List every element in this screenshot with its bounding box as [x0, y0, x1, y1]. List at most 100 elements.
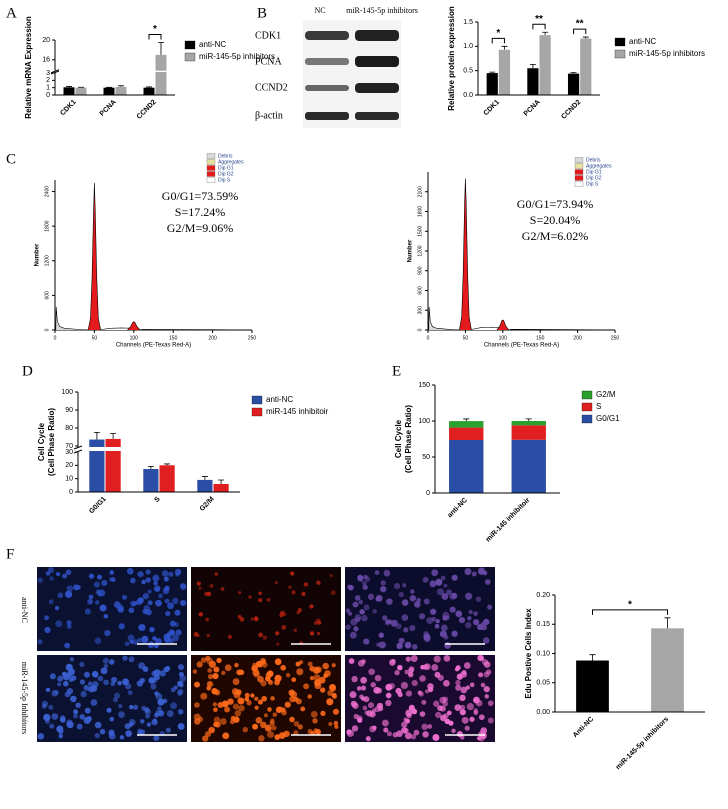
cell-nucleus — [397, 664, 403, 671]
cell-nucleus — [388, 682, 395, 689]
cell-nucleus — [79, 661, 85, 667]
cell-nucleus — [400, 681, 408, 690]
cell-nucleus — [109, 570, 115, 575]
cell-nucleus — [466, 703, 474, 711]
cell-nucleus — [48, 599, 54, 605]
cell-nucleus — [196, 581, 201, 586]
error-bar — [110, 433, 117, 439]
legend-swatch — [574, 181, 584, 187]
cell-nucleus — [439, 705, 446, 712]
cell-nucleus — [256, 660, 264, 668]
cell-nucleus — [83, 716, 91, 724]
legend-label: G0/G1 — [596, 414, 620, 423]
cell-nucleus — [351, 675, 358, 683]
bar — [486, 73, 498, 95]
cell-nucleus — [146, 722, 152, 727]
cell-nucleus — [109, 660, 114, 665]
legend-swatch — [614, 37, 626, 47]
cell-nucleus — [419, 675, 426, 682]
cell-nucleus — [192, 669, 198, 674]
cell-nucleus — [360, 676, 367, 684]
error-bar — [164, 463, 171, 466]
bar — [651, 628, 684, 712]
cell-nucleus — [404, 732, 412, 740]
cell-nucleus — [279, 612, 284, 618]
cell-nucleus — [293, 730, 299, 736]
cell-nucleus — [258, 735, 265, 742]
cell-nucleus — [212, 702, 218, 707]
cell-nucleus — [421, 723, 428, 731]
y-tick-label: 0.20 — [536, 592, 550, 599]
y-tick-label: 1.5 — [463, 19, 473, 26]
cell-nucleus — [394, 670, 400, 676]
cell-nucleus — [207, 674, 214, 680]
legend-swatch — [574, 169, 584, 175]
cell-nucleus — [73, 713, 79, 719]
cell-nucleus — [128, 607, 135, 614]
cell-nucleus — [426, 617, 434, 624]
cell-nucleus — [165, 610, 171, 617]
cell-nucleus — [476, 624, 484, 631]
cell-nucleus — [163, 666, 170, 673]
legend-swatch — [581, 402, 593, 412]
cell-nucleus — [91, 670, 99, 678]
cell-nucleus — [178, 724, 184, 729]
cell-nucleus — [253, 616, 259, 621]
error-bar — [118, 85, 124, 87]
cell-nucleus — [257, 699, 263, 705]
histogram-fit — [87, 182, 101, 331]
cell-nucleus — [75, 702, 81, 708]
cell-nucleus — [351, 725, 359, 732]
cell-nucleus — [111, 676, 118, 683]
cell-nucleus — [68, 676, 74, 682]
band — [355, 112, 399, 120]
cell-nucleus — [347, 611, 353, 616]
legend-swatch — [251, 395, 263, 405]
cell-nucleus — [139, 729, 146, 736]
cell-nucleus — [455, 684, 462, 691]
cell-nucleus — [389, 659, 396, 666]
cell-nucleus — [260, 721, 267, 729]
cell-nucleus — [141, 637, 149, 645]
y-tick-label: 1.0 — [463, 43, 473, 50]
row-label: anti-NC — [20, 597, 29, 623]
bar-segment — [449, 421, 484, 428]
y-tick-label: 0.15 — [536, 621, 550, 628]
cell-nucleus — [198, 716, 204, 722]
micrograph — [345, 567, 495, 651]
cell-nucleus — [352, 601, 359, 608]
error-bar — [489, 71, 496, 74]
cell-nucleus — [460, 735, 465, 740]
cell-nucleus — [129, 718, 136, 726]
cell-nucleus — [220, 718, 227, 725]
cell-nucleus — [212, 672, 219, 680]
cell-nucleus — [363, 604, 370, 611]
cell-nucleus — [482, 570, 488, 576]
cell-nucleus — [271, 725, 277, 731]
cell-nucleus — [163, 576, 169, 582]
cell-nucleus — [267, 707, 272, 712]
cell-nucleus — [216, 657, 222, 664]
cell-nucleus — [158, 593, 163, 599]
cell-nucleus — [285, 672, 291, 678]
cell-nucleus — [239, 617, 245, 622]
y-tick-label: 100 — [61, 389, 73, 396]
significance-bracket — [491, 37, 505, 44]
legend-swatch — [206, 153, 216, 159]
cell-nucleus — [361, 659, 366, 664]
cell-nucleus — [109, 716, 115, 722]
cell-nucleus — [118, 623, 125, 630]
cell-nucleus — [213, 707, 218, 713]
microscopy — [37, 567, 495, 742]
cell-nucleus — [177, 690, 183, 696]
cell-nucleus — [209, 583, 214, 588]
cell-nucleus — [484, 694, 489, 699]
y-tick-label: 0 — [417, 328, 423, 331]
cell-nucleus — [66, 623, 72, 629]
bar-segment — [511, 439, 546, 493]
cell-nucleus — [145, 713, 150, 719]
cell-nucleus — [396, 642, 403, 650]
cell-nucleus — [97, 592, 102, 597]
cell-nucleus — [62, 680, 69, 687]
cell-nucleus — [463, 662, 471, 669]
